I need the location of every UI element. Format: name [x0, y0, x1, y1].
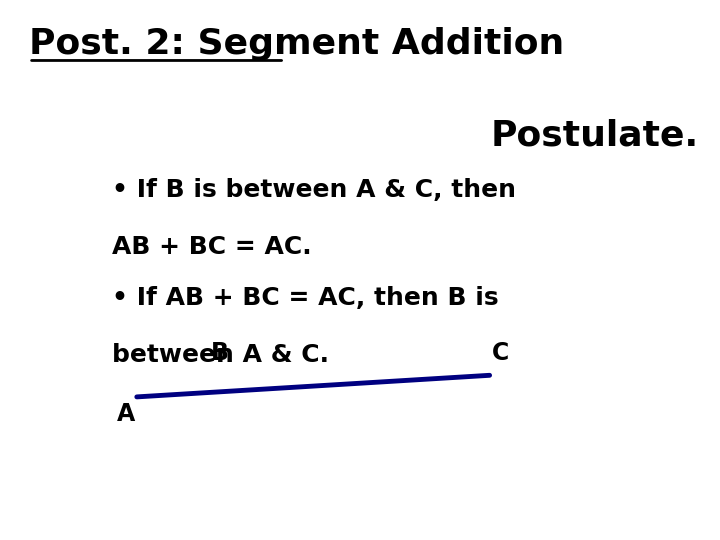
Text: between A & C.: between A & C. [112, 343, 328, 367]
Text: Postulate.: Postulate. [490, 119, 698, 153]
Text: Post. 2: Segment Addition: Post. 2: Segment Addition [29, 27, 564, 61]
Text: A: A [117, 402, 135, 426]
Text: • If AB + BC = AC, then B is: • If AB + BC = AC, then B is [112, 286, 498, 310]
Text: AB + BC = AC.: AB + BC = AC. [112, 235, 311, 259]
Text: C: C [492, 341, 509, 364]
Text: B: B [210, 341, 229, 364]
Text: • If B is between A & C, then: • If B is between A & C, then [112, 178, 516, 202]
